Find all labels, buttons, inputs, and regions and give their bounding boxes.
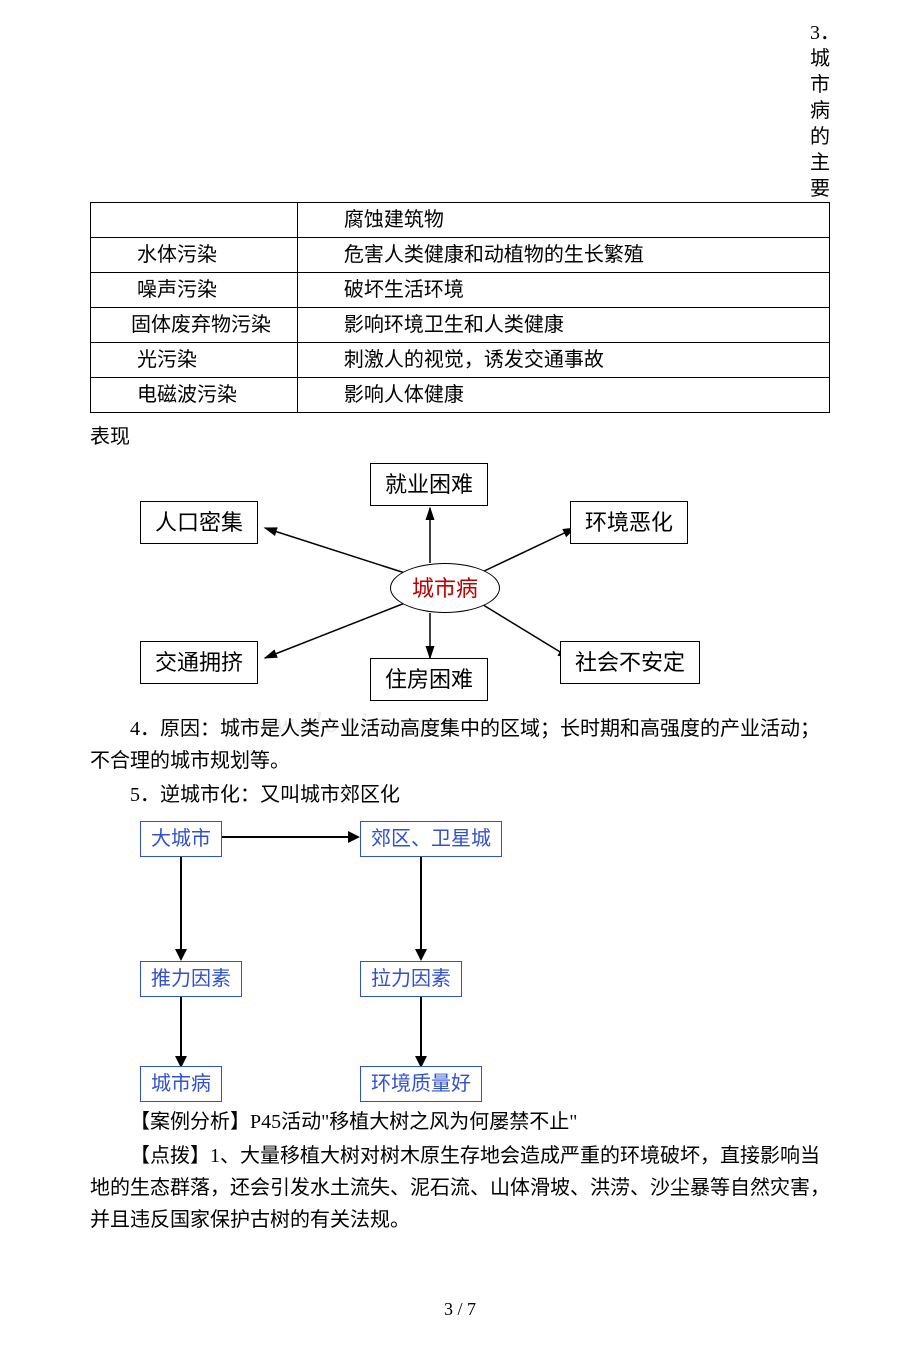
after-table-text: 表现	[90, 421, 830, 453]
node-population: 人口密集	[140, 501, 258, 544]
case-analysis: 【案例分析】P45活动"移植大树之风为何屡禁不止"	[90, 1106, 830, 1138]
v-line	[420, 995, 422, 1060]
counter-urbanization-diagram: 大城市 郊区、卫星城 推力因素 拉力因素 城市病 环境质量好	[120, 821, 620, 1101]
arrow-right-icon	[348, 831, 360, 843]
page-footer: 3 / 7	[90, 1296, 830, 1323]
side-text: 3．城市病的主要	[810, 20, 830, 202]
table-row: 固体废弃物污染影响环境卫生和人类健康	[91, 308, 830, 343]
cell: 腐蚀建筑物	[297, 203, 829, 238]
table-row: 光污染刺激人的视觉，诱发交通事故	[91, 343, 830, 378]
node-housing: 住房困难	[370, 658, 488, 701]
arrow-down-icon	[415, 949, 427, 961]
cell: 危害人类健康和动植物的生长繁殖	[297, 238, 829, 273]
urban-disease-diagram: 人口密集 就业困难 环境恶化 交通拥挤 住房困难 社会不安定 城市病	[130, 463, 770, 703]
table-row: 水体污染危害人类健康和动植物的生长繁殖	[91, 238, 830, 273]
cell: 影响环境卫生和人类健康	[297, 308, 829, 343]
pollution-table: 腐蚀建筑物 水体污染危害人类健康和动植物的生长繁殖 噪声污染破坏生活环境 固体废…	[90, 202, 830, 413]
box-quality: 环境质量好	[360, 1066, 482, 1102]
box-suburb: 郊区、卫星城	[360, 821, 502, 857]
v-line	[180, 853, 182, 953]
cell: 电磁波污染	[91, 378, 298, 413]
cell: 破坏生活环境	[297, 273, 829, 308]
center-node: 城市病	[390, 563, 500, 613]
box-pull: 拉力因素	[360, 961, 462, 997]
v-line	[180, 995, 182, 1060]
cell: 刺激人的视觉，诱发交通事故	[297, 343, 829, 378]
node-traffic: 交通拥挤	[140, 641, 258, 684]
h-arrow-line	[220, 836, 350, 838]
paragraph-4: 4．原因：城市是人类产业活动高度集中的区域；长时期和高强度的产业活动；不合理的城…	[90, 713, 830, 777]
arrow-down-icon	[175, 949, 187, 961]
cell	[91, 203, 298, 238]
cell: 噪声污染	[91, 273, 298, 308]
node-employment: 就业困难	[370, 463, 488, 506]
table-row: 腐蚀建筑物	[91, 203, 830, 238]
box-disease: 城市病	[140, 1066, 222, 1102]
cell: 光污染	[91, 343, 298, 378]
table-row: 噪声污染破坏生活环境	[91, 273, 830, 308]
node-environment: 环境恶化	[570, 501, 688, 544]
hint-text: 【点拨】1、大量移植大树对树木原生存地会造成严重的环境破坏，直接影响当地的生态群…	[90, 1140, 830, 1236]
v-line	[420, 853, 422, 953]
node-social: 社会不安定	[560, 641, 700, 684]
box-push: 推力因素	[140, 961, 242, 997]
cell: 水体污染	[91, 238, 298, 273]
cell: 影响人体健康	[297, 378, 829, 413]
cell: 固体废弃物污染	[91, 308, 298, 343]
table-row: 电磁波污染影响人体健康	[91, 378, 830, 413]
paragraph-5: 5．逆城市化：又叫城市郊区化	[90, 779, 830, 811]
box-bigcity: 大城市	[140, 821, 222, 857]
